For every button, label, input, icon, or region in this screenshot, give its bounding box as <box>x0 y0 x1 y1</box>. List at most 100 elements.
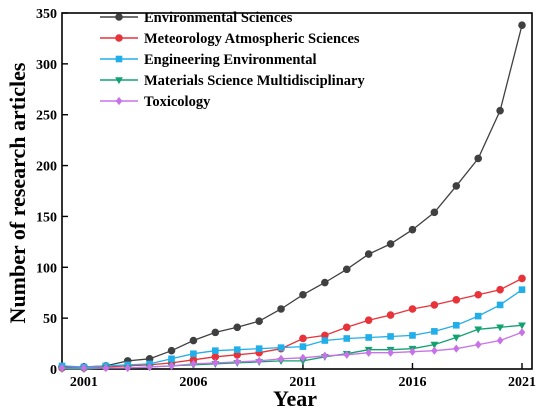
data-point <box>212 347 219 354</box>
x-tick-label: 2001 <box>70 375 98 390</box>
x-axis-title: Year <box>273 386 317 411</box>
legend-item: Toxicology <box>100 94 211 110</box>
series-toxicology <box>58 328 526 373</box>
y-tick-label: 100 <box>36 261 57 276</box>
y-tick-label: 50 <box>43 312 57 327</box>
data-point <box>496 324 504 332</box>
series-line <box>62 277 523 369</box>
data-point <box>518 274 526 283</box>
data-point <box>452 296 461 304</box>
data-point <box>168 355 175 363</box>
data-point <box>365 348 372 357</box>
data-point <box>431 328 438 335</box>
y-axis-title: Number of research articles <box>5 62 30 323</box>
data-point <box>452 344 460 353</box>
data-point <box>321 278 329 287</box>
x-tick-label: 2021 <box>508 375 536 390</box>
data-point <box>386 240 395 248</box>
data-point <box>386 311 395 319</box>
data-point <box>299 334 307 343</box>
data-point <box>409 347 416 356</box>
data-point <box>299 343 307 350</box>
legend-label: Engineering Environmental <box>144 52 317 68</box>
data-point <box>146 362 153 372</box>
data-point <box>364 316 373 324</box>
data-point <box>211 328 220 337</box>
data-point <box>255 356 263 365</box>
data-point <box>496 285 504 294</box>
data-point <box>518 322 526 330</box>
data-point <box>430 208 439 217</box>
legend: Environmental Sciences Meteorology Atmosp… <box>100 10 365 110</box>
data-point <box>299 290 307 299</box>
legend-label: Meteorology Atmospheric Sciences <box>144 31 360 47</box>
y-tick-label: 150 <box>36 210 57 225</box>
series-line <box>62 331 523 369</box>
data-point <box>321 337 329 344</box>
data-point <box>474 326 483 334</box>
data-point <box>452 321 460 329</box>
data-point <box>190 359 197 369</box>
data-point <box>277 354 285 363</box>
y-tick-label: 300 <box>36 58 57 73</box>
data-point <box>518 328 526 337</box>
data-point <box>299 353 307 362</box>
data-point <box>102 363 110 373</box>
data-point <box>80 363 88 373</box>
legend-label: Toxicology <box>144 94 211 110</box>
data-point <box>364 250 373 258</box>
legend-marker <box>115 55 123 63</box>
data-point <box>474 290 482 299</box>
data-point <box>365 334 372 341</box>
data-point <box>343 350 351 359</box>
data-point <box>430 301 439 309</box>
data-point <box>452 334 461 342</box>
data-point <box>496 301 504 309</box>
legend-item: Engineering Environmental <box>100 52 317 68</box>
data-point <box>387 348 394 357</box>
data-point <box>167 346 176 355</box>
data-point <box>124 363 132 373</box>
data-point <box>168 361 175 371</box>
data-point <box>409 332 416 339</box>
data-point <box>518 286 526 293</box>
legend-marker <box>115 77 123 85</box>
data-point <box>408 225 417 234</box>
x-tick-label: 2011 <box>289 375 316 390</box>
data-point <box>474 312 482 320</box>
data-point <box>474 340 482 349</box>
data-point <box>58 363 66 373</box>
data-point <box>233 323 242 332</box>
x-tick-label: 2006 <box>179 375 207 390</box>
series-line <box>62 25 523 368</box>
legend-item: Meteorology Atmospheric Sciences <box>100 31 360 47</box>
legend-label: Materials Science Multidisciplinary <box>144 73 365 89</box>
y-tick-label: 200 <box>36 160 57 175</box>
legend-item: Environmental Sciences <box>100 10 293 26</box>
data-point <box>342 265 351 274</box>
x-tick-label: 2016 <box>398 375 426 390</box>
data-point <box>321 351 329 360</box>
plot-area <box>61 12 533 370</box>
data-point <box>255 317 263 325</box>
data-point <box>431 346 438 355</box>
data-point <box>496 336 504 345</box>
data-point <box>496 106 504 115</box>
data-point <box>474 154 482 163</box>
y-tick-label: 350 <box>36 7 57 22</box>
legend-label: Environmental Sciences <box>144 10 293 26</box>
y-axis: 0 50 100 150 200 250 300 350 <box>36 7 68 378</box>
data-point <box>189 336 198 345</box>
data-point <box>233 357 241 366</box>
data-point <box>277 344 285 351</box>
data-point <box>430 341 439 349</box>
legend-marker <box>115 13 123 21</box>
y-tick-label: 250 <box>36 109 57 124</box>
series-line <box>61 289 523 368</box>
series-layer <box>58 21 526 374</box>
data-point <box>408 305 417 313</box>
data-point <box>190 350 197 358</box>
data-point <box>387 333 394 340</box>
legend-marker <box>115 96 123 106</box>
